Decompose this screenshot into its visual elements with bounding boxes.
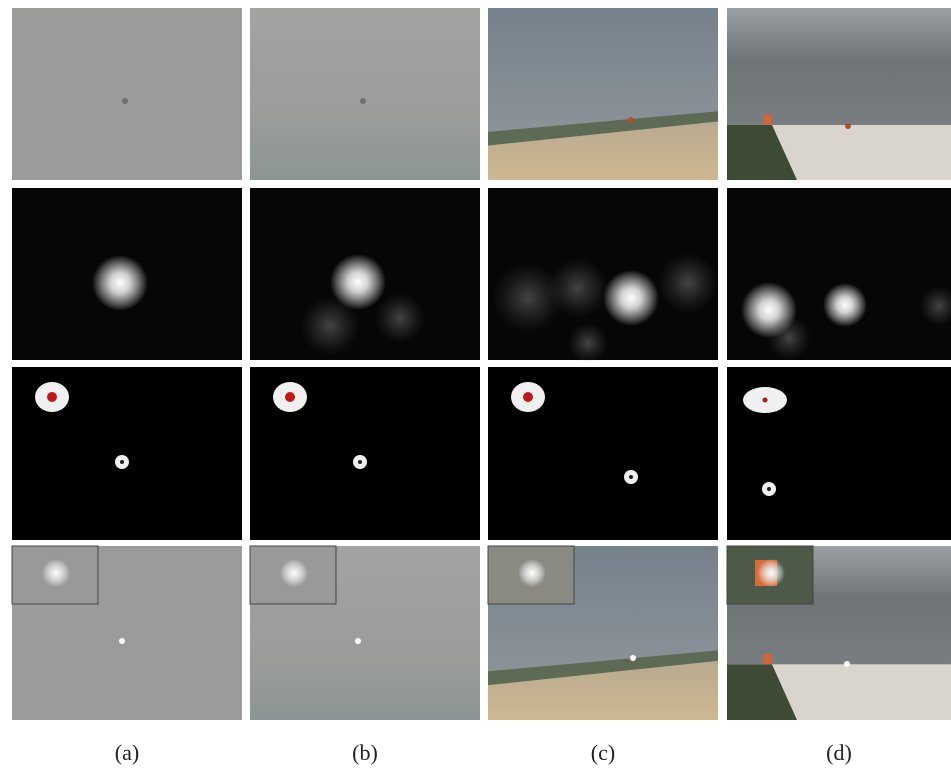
saliency-map	[12, 188, 242, 360]
inset-target	[757, 559, 785, 587]
panel-label: (b)	[352, 740, 378, 765]
haze	[375, 293, 425, 343]
center	[358, 460, 362, 464]
panel-labels: (a) (b) (c) (d)	[115, 740, 852, 765]
image-grid	[12, 8, 951, 720]
blob	[603, 270, 659, 326]
center	[523, 392, 533, 402]
detection-map	[727, 367, 951, 540]
target	[360, 98, 366, 104]
fog	[250, 8, 480, 180]
saliency-map	[488, 188, 718, 363]
input-image	[727, 8, 951, 180]
marker	[763, 654, 772, 664]
target	[355, 638, 361, 644]
target	[119, 638, 125, 644]
target	[628, 117, 634, 123]
haze	[300, 296, 360, 356]
haze	[658, 253, 718, 313]
marker	[763, 115, 772, 125]
result-image	[727, 546, 951, 720]
haze	[548, 258, 608, 318]
target	[845, 123, 851, 129]
blob	[92, 255, 148, 311]
detection-map	[12, 367, 242, 540]
fog	[12, 8, 242, 180]
input-image	[12, 8, 242, 180]
result-image	[12, 546, 242, 720]
result-image	[250, 546, 480, 720]
target	[122, 98, 128, 104]
inset-target	[518, 559, 546, 587]
saliency-map	[727, 188, 951, 360]
figure: (a) (b) (c) (d)	[0, 0, 951, 773]
haze	[767, 316, 811, 360]
target	[844, 661, 850, 667]
result-image	[488, 546, 718, 720]
center	[763, 398, 768, 403]
center	[120, 460, 124, 464]
blob	[823, 283, 867, 327]
panel-label: (d)	[826, 740, 852, 765]
center	[629, 475, 633, 479]
inset-target	[280, 559, 308, 587]
center	[767, 487, 771, 491]
center	[47, 392, 57, 402]
center	[285, 392, 295, 402]
input-image	[488, 8, 718, 180]
target	[630, 655, 636, 661]
detection-map	[250, 367, 480, 540]
haze	[568, 323, 608, 363]
input-image	[250, 8, 480, 180]
panel-label: (a)	[115, 740, 139, 765]
inset-target	[42, 559, 70, 587]
detection-map	[488, 367, 718, 540]
saliency-map	[250, 188, 480, 360]
panel-label: (c)	[591, 740, 615, 765]
